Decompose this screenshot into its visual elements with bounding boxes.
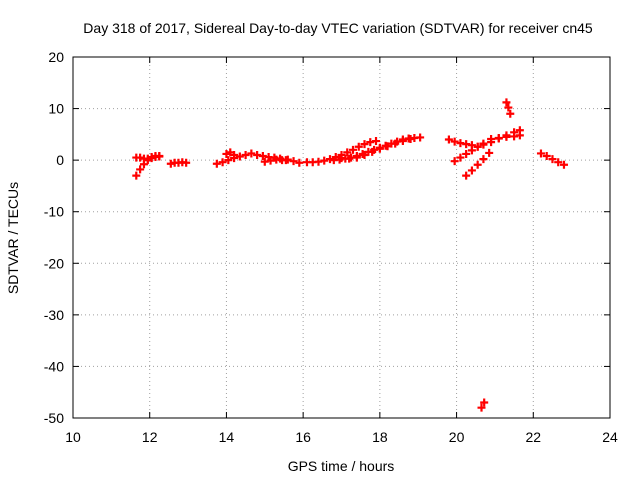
data-point: [360, 150, 369, 159]
data-point: [462, 149, 471, 158]
data-point: [155, 152, 164, 161]
data-point: [398, 137, 407, 146]
y-tick-label: -40: [44, 358, 64, 374]
x-tick-label: 16: [295, 429, 311, 445]
data-point: [473, 142, 482, 151]
data-point: [241, 150, 250, 159]
data-point: [132, 171, 141, 180]
data-point: [354, 142, 363, 151]
data-point: [247, 149, 256, 158]
plot-frame: [72, 56, 611, 419]
data-point: [218, 158, 227, 167]
x-tick-label: 20: [449, 429, 465, 445]
data-point: [536, 149, 545, 158]
data-point: [485, 148, 494, 157]
data-point: [473, 160, 482, 169]
data-point: [416, 133, 425, 142]
data-point: [450, 157, 459, 166]
data-point: [224, 156, 233, 165]
series-arc-6: [260, 155, 287, 166]
series-arc-5: [222, 148, 239, 159]
data-point: [477, 403, 486, 412]
data-point: [515, 131, 524, 140]
data-point: [479, 155, 488, 164]
data-point: [504, 103, 513, 112]
data-point: [136, 165, 145, 174]
x-tick-label: 18: [372, 429, 388, 445]
series-arc-18: [536, 149, 568, 169]
data-point: [467, 146, 476, 155]
data-point: [506, 109, 515, 118]
series-arc-17: [477, 398, 489, 412]
data-point: [368, 147, 377, 156]
y-tick-label: -30: [44, 307, 64, 323]
data-point: [456, 153, 465, 162]
series-arc-15: [487, 131, 524, 143]
data-point: [283, 155, 292, 164]
data-point: [502, 98, 511, 107]
series-arc-13: [462, 148, 494, 180]
series-arc-11: [444, 135, 482, 151]
data-point: [360, 140, 369, 149]
data-point: [320, 156, 329, 165]
data-point: [349, 145, 358, 154]
x-tick-label: 10: [65, 429, 81, 445]
data-point: [235, 152, 244, 161]
y-tick-label: -50: [44, 410, 64, 426]
data-point: [337, 154, 346, 163]
data-point: [444, 135, 453, 144]
data-point: [480, 398, 489, 407]
data-point: [502, 132, 511, 141]
data-points: [132, 98, 568, 412]
data-point: [343, 148, 352, 157]
y-tick-label: -20: [44, 255, 64, 271]
x-axis-label: GPS time / hours: [288, 458, 395, 474]
y-tick-label: 20: [48, 49, 64, 65]
series-arc-2: [132, 152, 164, 163]
data-point: [559, 160, 568, 169]
data-point: [467, 166, 476, 175]
data-point: [450, 137, 459, 146]
x-tick-label: 22: [525, 429, 541, 445]
data-point: [289, 157, 298, 166]
data-point: [494, 133, 503, 142]
y-tick-label: 0: [56, 152, 64, 168]
y-tick-labels: 20 10 0 -10 -20 -30 -40 -50: [44, 49, 64, 426]
data-point: [462, 171, 471, 180]
series-arc-16: [502, 98, 515, 118]
data-point: [295, 158, 304, 167]
data-point: [391, 139, 400, 148]
x-tick-labels: 10 12 14 16 18 20 22 24: [65, 429, 618, 445]
y-axis-label: SDTVAR / TECUs: [5, 182, 21, 294]
data-point: [372, 137, 381, 146]
data-point: [143, 154, 152, 163]
data-point: [487, 134, 496, 143]
grid: [73, 57, 610, 418]
data-point: [548, 155, 557, 164]
y-tick-label: -10: [44, 204, 64, 220]
data-point: [345, 154, 354, 163]
series-arc-7: [283, 155, 304, 167]
series-arc-3: [166, 158, 191, 168]
x-tick-label: 12: [142, 429, 158, 445]
data-point: [212, 159, 221, 168]
data-point: [542, 152, 551, 161]
data-point: [182, 158, 191, 167]
data-point: [479, 140, 488, 149]
series-arc-10: [337, 134, 415, 163]
data-point: [406, 134, 415, 143]
ticks: [72, 56, 611, 419]
y-tick-label: 10: [48, 101, 64, 117]
data-point: [352, 153, 361, 162]
data-point: [554, 158, 563, 167]
data-point: [383, 142, 392, 151]
data-point: [230, 150, 239, 159]
data-point: [375, 144, 384, 153]
x-tick-label: 14: [219, 429, 235, 445]
data-point: [222, 149, 231, 158]
chart-title: Day 318 of 2017, Sidereal Day-to-day VTE…: [83, 20, 593, 36]
x-tick-label: 24: [602, 429, 618, 445]
